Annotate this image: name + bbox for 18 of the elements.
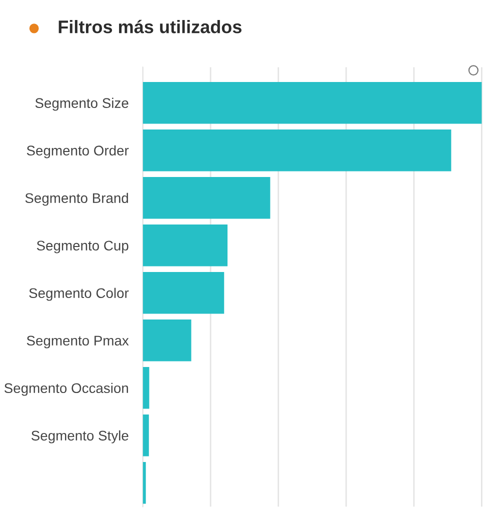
chart-title: Filtros más utilizados [58, 20, 242, 34]
bar [142, 366, 150, 409]
y-tick-label: Segmento Cup [36, 240, 128, 254]
y-tick-label: Segmento Order [26, 145, 129, 158]
bar [142, 224, 228, 266]
y-tick-label: Segmento Size [35, 98, 128, 111]
bar [142, 462, 146, 504]
y-tick-label: Segmento Style [31, 430, 128, 444]
bar [142, 82, 482, 124]
bar [142, 176, 270, 219]
bar [142, 319, 192, 362]
bar [142, 129, 452, 172]
bar [142, 272, 224, 314]
y-tick-label: Segmento Occasion [4, 382, 128, 396]
y-tick-label: Segmento Color [29, 288, 129, 301]
y-tick-label: Segmento Pmax [26, 336, 129, 348]
y-tick-label: Segmento Brand [25, 192, 128, 206]
bar [142, 414, 149, 456]
